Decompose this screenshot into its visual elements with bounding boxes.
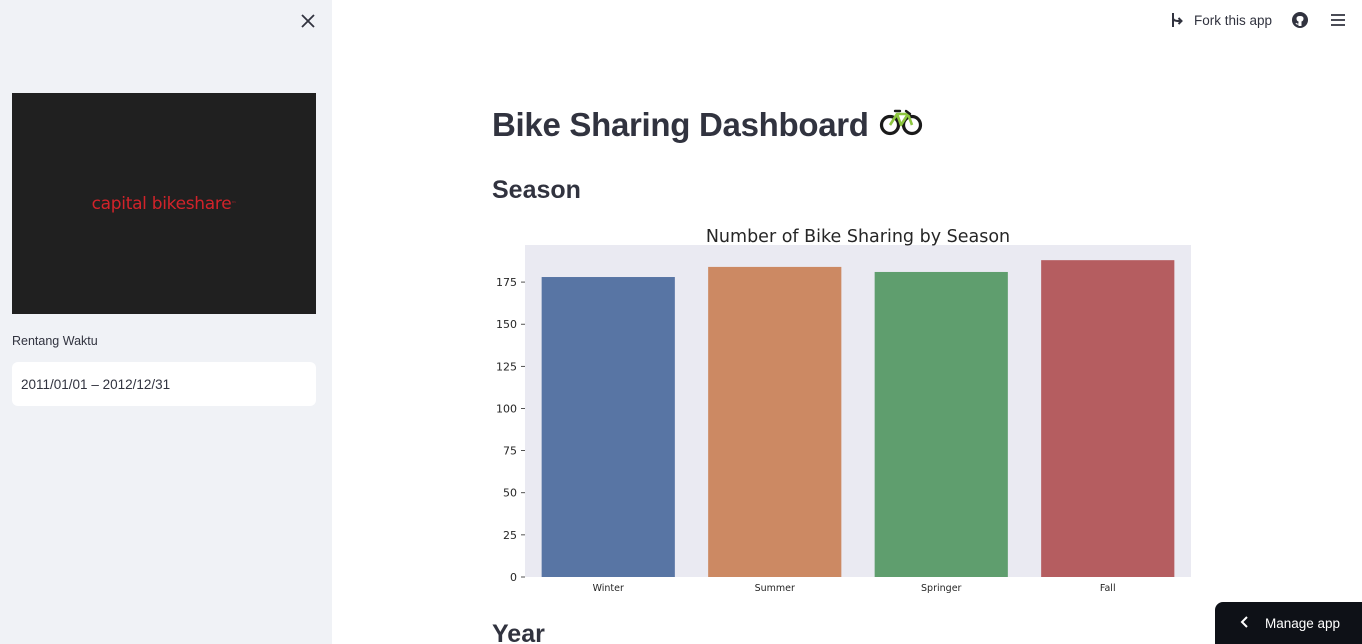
date-range-label: Rentang Waktu — [12, 334, 98, 348]
y-tick-label: 75 — [503, 445, 517, 458]
main-menu-icon[interactable] — [1328, 10, 1348, 30]
y-tick-label: 125 — [496, 360, 517, 373]
x-tick-label: Summer — [755, 583, 795, 594]
logo-trademark: ™ — [231, 200, 237, 207]
year-heading: Year — [492, 620, 545, 644]
sidebar: capital bikeshare ™ Rentang Waktu 2011/01… — [0, 0, 332, 644]
manage-app-label: Manage app — [1265, 615, 1341, 631]
page-title-text: Bike Sharing Dashboard — [492, 106, 869, 143]
y-tick-label: 175 — [496, 276, 517, 289]
fork-icon — [1166, 10, 1186, 30]
y-tick-label: 0 — [510, 571, 517, 584]
y-tick-label: 100 — [496, 402, 517, 415]
page-title: Bike Sharing Dashboard — [492, 106, 923, 144]
bar-fall — [1041, 260, 1175, 577]
y-tick-label: 25 — [503, 529, 517, 542]
x-tick-label: Springer — [921, 583, 962, 594]
bicycle-icon — [879, 106, 923, 144]
chart-title: Number of Bike Sharing by Season — [706, 227, 1010, 247]
x-tick-label: Fall — [1100, 583, 1116, 594]
chevron-left-icon — [1239, 615, 1251, 632]
x-tick-label: Winter — [593, 583, 624, 594]
y-tick-label: 150 — [496, 318, 517, 331]
season-bar-chart: Number of Bike Sharing by Season 0 25 50 75 1… — [488, 222, 1198, 598]
fork-app-button[interactable]: Fork this app — [1166, 10, 1272, 30]
fork-label: Fork this app — [1193, 12, 1272, 28]
season-heading: Season — [492, 176, 581, 204]
bar-winter — [541, 277, 675, 577]
capital-bikeshare-logo: capital bikeshare ™ — [12, 93, 316, 314]
bar-summer — [708, 266, 842, 577]
app-toolbar: Fork this app — [1166, 10, 1348, 30]
date-range-input[interactable]: 2011/01/01 – 2012/12/31 — [12, 362, 316, 406]
y-tick-label: 50 — [503, 487, 517, 500]
github-icon[interactable] — [1290, 10, 1310, 30]
logo-text: capital bikeshare — [91, 193, 232, 214]
season-chart-svg: Number of Bike Sharing by Season 0 25 50 75 1… — [496, 227, 1191, 594]
bar-springer — [874, 271, 1008, 577]
manage-app-button[interactable]: Manage app — [1215, 602, 1362, 644]
close-sidebar-icon[interactable] — [296, 9, 320, 33]
